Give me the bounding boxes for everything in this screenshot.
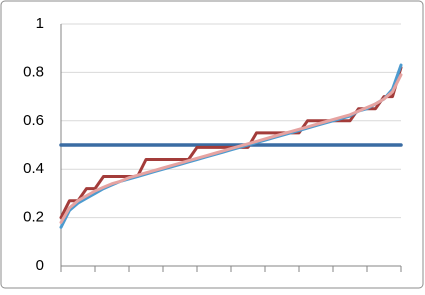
y-tick-label: 0.6 — [23, 112, 44, 129]
y-tick-label: 0.4 — [23, 160, 44, 177]
y-tick-label: 0 — [36, 257, 44, 274]
series-line — [59, 73, 403, 224]
y-tick-label: 1 — [36, 15, 44, 32]
y-tick-label: 0.8 — [23, 63, 44, 80]
y-tick-label: 0.2 — [23, 209, 44, 226]
